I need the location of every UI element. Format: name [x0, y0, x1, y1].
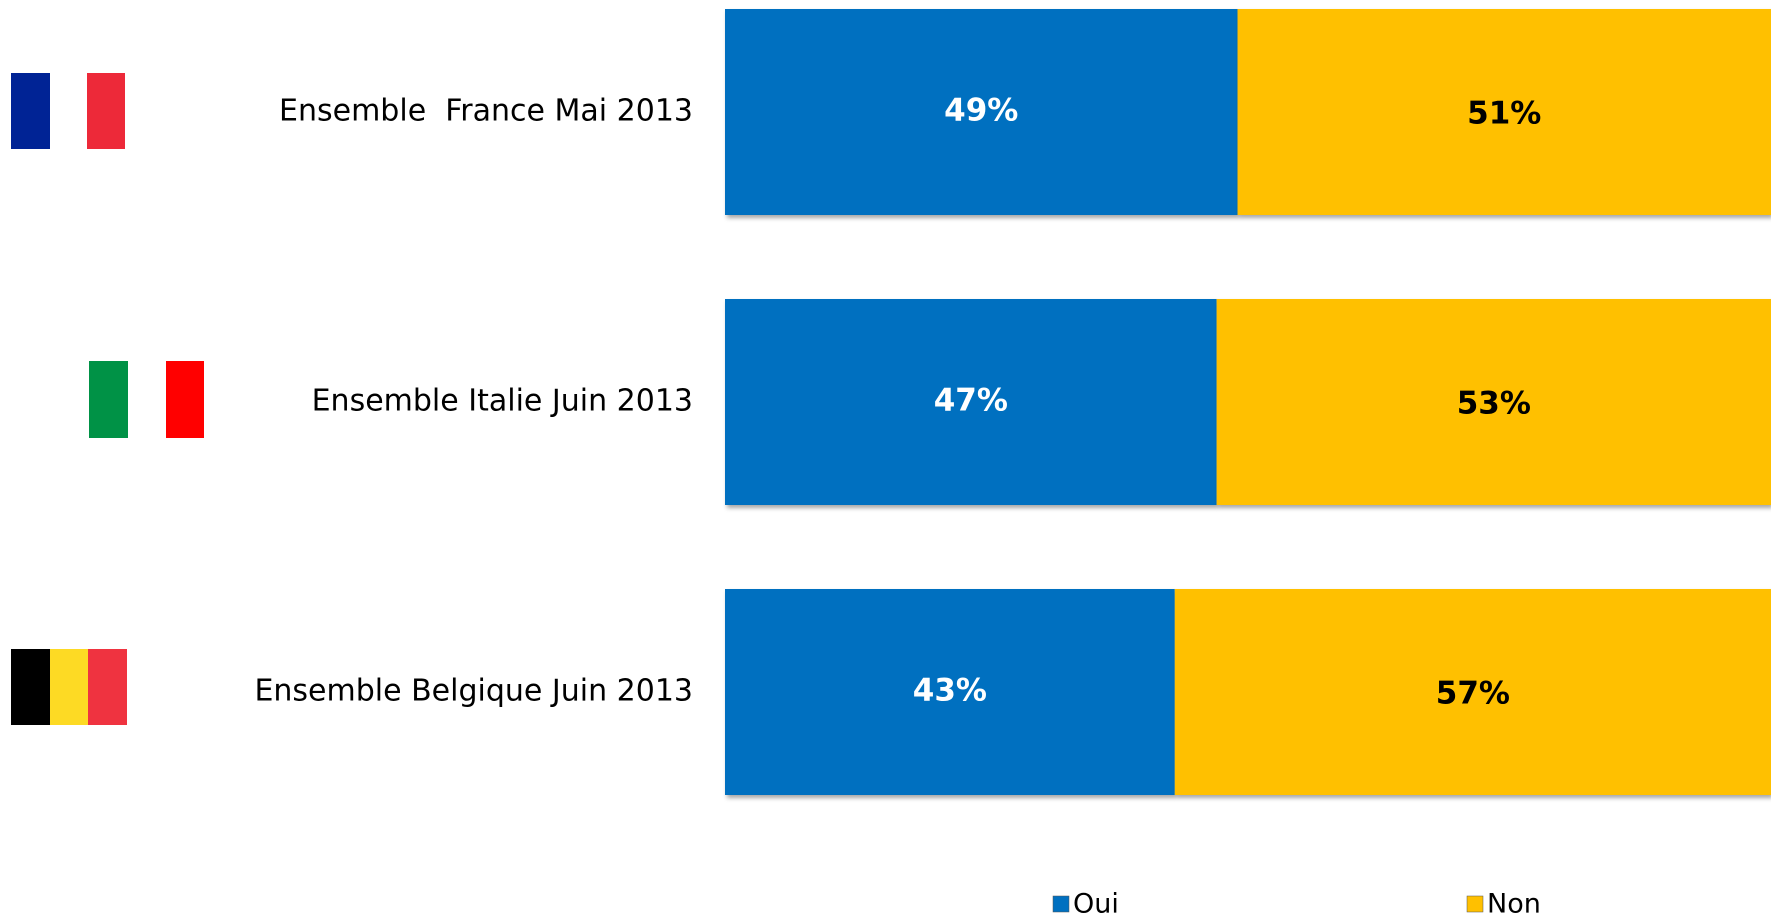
- data-label: 57%: [1436, 676, 1510, 712]
- category-label: Ensemble Italie Juin 2013: [312, 384, 693, 419]
- flag-belgium: [11, 649, 127, 725]
- flag-italy: [89, 361, 204, 438]
- data-label: 43%: [913, 673, 987, 709]
- data-label: 49%: [944, 93, 1018, 129]
- category-label: Ensemble France Mai 2013: [279, 94, 693, 129]
- legend-swatch: [1466, 895, 1484, 913]
- category-label: Ensemble Belgique Juin 2013: [254, 674, 693, 709]
- flag-stripe: [88, 649, 127, 725]
- flag-france: [11, 73, 125, 149]
- bar-segment: [1237, 9, 1771, 215]
- data-label: 47%: [934, 383, 1008, 419]
- flag-stripe: [11, 73, 50, 149]
- bar-segment: [1216, 299, 1771, 505]
- bar-segment: [1174, 589, 1771, 795]
- bar-segment: [725, 299, 1217, 505]
- bar-segment: [725, 589, 1175, 795]
- flag-stripe: [50, 649, 88, 725]
- flag-stripe: [89, 361, 128, 438]
- flag-stripe: [11, 649, 50, 725]
- data-label: 53%: [1457, 386, 1531, 422]
- data-label: 51%: [1467, 96, 1541, 132]
- bar-segment: [725, 9, 1238, 215]
- flag-stripe: [166, 361, 204, 438]
- legend-swatch: [1052, 895, 1070, 913]
- flag-stripe: [87, 73, 125, 149]
- legend-label: Non: [1487, 889, 1541, 917]
- legend-label: Oui: [1073, 889, 1119, 917]
